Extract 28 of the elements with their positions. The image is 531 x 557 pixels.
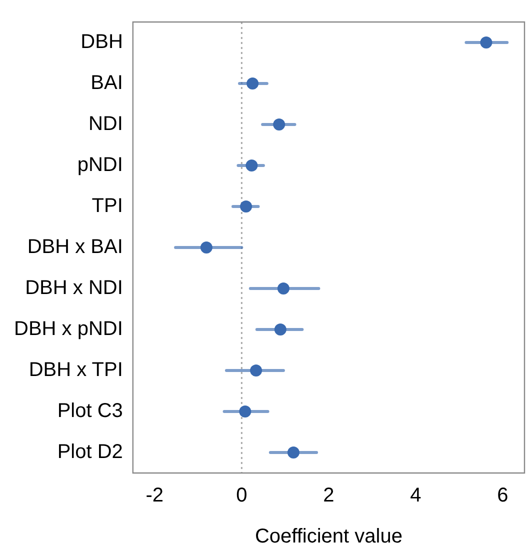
y-tick-label: DBH x BAI [27, 236, 123, 258]
x-tick-label: -2 [146, 484, 164, 507]
y-tick-label: Plot C3 [57, 400, 123, 422]
y-tick-label: Plot D2 [57, 441, 123, 464]
point [480, 36, 492, 48]
y-tick-label: DBH [80, 31, 123, 54]
x-axis-title: Coefficient value [254, 526, 402, 548]
y-tick-label: BAI [90, 72, 123, 94]
point [246, 78, 259, 90]
y-tick-label: DBH x TPI [28, 359, 123, 382]
y-tick-label: NDI [88, 113, 123, 136]
point [246, 160, 258, 172]
point [274, 324, 286, 336]
y-tick-label: DBH x NDI [25, 277, 123, 300]
point [250, 364, 262, 376]
point [240, 200, 252, 212]
y-tick-label: pNDI [77, 154, 123, 176]
y-tick-label: TPI [92, 195, 123, 218]
x-tick-label: 6 [497, 484, 508, 507]
point [287, 446, 300, 458]
x-tick-label: 0 [236, 484, 248, 507]
y-tick-label: DBH x pNDI [14, 318, 123, 340]
x-tick-label: 2 [323, 484, 334, 507]
point [200, 242, 212, 254]
point [239, 406, 252, 418]
point [277, 282, 290, 294]
x-tick-label: 4 [410, 484, 422, 507]
point [273, 118, 286, 130]
